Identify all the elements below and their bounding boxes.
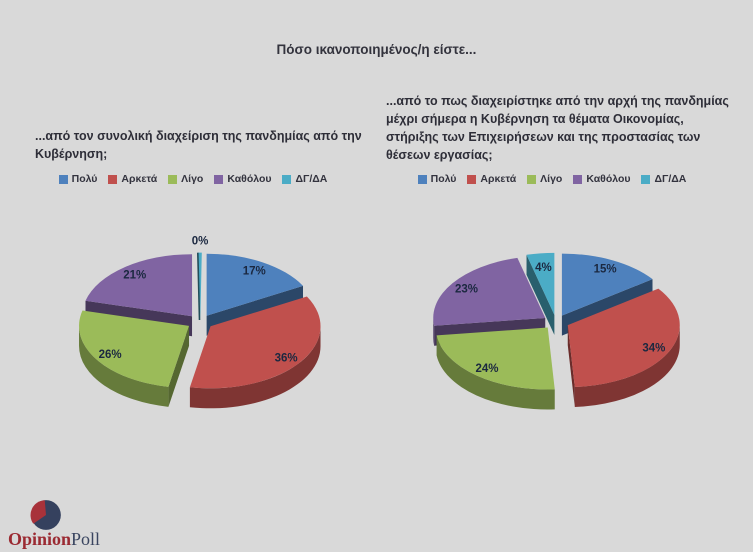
pie-slice-top bbox=[436, 327, 555, 390]
brand-name: OpinionPoll bbox=[8, 529, 101, 550]
chart-question-right: ...από το πως διαχειρίστηκε από την αρχή… bbox=[386, 94, 729, 162]
slice-label: 23% bbox=[455, 283, 478, 295]
pie-slice-top bbox=[189, 296, 321, 389]
legend-swatch bbox=[108, 174, 118, 184]
pie-slice-face bbox=[197, 252, 201, 321]
legend-label: Καθόλου bbox=[227, 173, 272, 185]
slice-label: 21% bbox=[123, 270, 146, 282]
legend-item: Αρκετά bbox=[108, 173, 157, 185]
pie-slice-wall bbox=[433, 317, 435, 346]
legend-item: Καθόλου bbox=[573, 173, 630, 185]
pie-slice bbox=[197, 252, 202, 321]
pie-slice-face bbox=[168, 325, 190, 407]
legend-swatch bbox=[282, 174, 292, 184]
legend-label: Αρκετά bbox=[480, 173, 517, 185]
slice-label: 26% bbox=[99, 349, 122, 361]
slice-label: 36% bbox=[275, 352, 298, 364]
legend-label: Καθόλου bbox=[586, 173, 631, 185]
legend-swatch bbox=[641, 174, 651, 184]
pie-chart-left: 17% 36% 26% 21% 0% bbox=[79, 236, 321, 409]
slice-label: 24% bbox=[476, 363, 499, 375]
legend-label: Αρκετά bbox=[121, 173, 158, 185]
legend-label: Πολύ bbox=[430, 173, 457, 185]
legend-label: Λίγο bbox=[181, 173, 204, 185]
legend-item: Αρκετά bbox=[467, 173, 516, 185]
legend-item: Πολύ bbox=[417, 173, 457, 185]
pie-slice-wall bbox=[436, 335, 555, 410]
legend-label: ΔΓ/ΔΑ bbox=[654, 173, 687, 185]
legend-swatch bbox=[527, 174, 537, 184]
pie-slice-top bbox=[433, 257, 546, 326]
pie-slice bbox=[189, 296, 321, 409]
legend-item: Λίγο bbox=[168, 173, 203, 185]
pie-slice-wall bbox=[79, 325, 169, 407]
legend-item: Πολύ bbox=[58, 173, 98, 185]
pie-slice-face bbox=[526, 254, 555, 335]
page-title: Πόσο ικανοποιημένος/η είστε... bbox=[276, 42, 477, 57]
pie-slice-top bbox=[85, 254, 193, 317]
slice-label: 17% bbox=[243, 265, 266, 277]
pie-slice-top bbox=[526, 252, 555, 315]
legend-item: Καθόλου bbox=[214, 173, 271, 185]
slice-label: 15% bbox=[594, 264, 617, 276]
legend-left: Πολύ Αρκετά Λίγο Καθόλου ΔΓ/ΔΑ bbox=[18, 173, 368, 185]
chart-question-left: ...από τον συνολική διαχείριση της πανδη… bbox=[35, 129, 362, 161]
pie-chart-right: 15% 34% 24% 23% 4% bbox=[433, 252, 680, 410]
legend-item: ΔΓ/ΔΑ bbox=[641, 173, 686, 185]
legend-swatch bbox=[214, 174, 224, 184]
pie-slice-face bbox=[567, 325, 575, 407]
legend-swatch bbox=[417, 174, 427, 184]
legend-item: ΔΓ/ΔΑ bbox=[282, 173, 327, 185]
legend-swatch bbox=[58, 174, 68, 184]
brand-name-primary: Opinion bbox=[8, 529, 72, 549]
pie-slice-top bbox=[567, 288, 680, 387]
pie-slice-top bbox=[79, 310, 190, 387]
pie-slice-top bbox=[206, 253, 304, 316]
pie-slice bbox=[567, 288, 680, 407]
legend-item: Λίγο bbox=[527, 173, 562, 185]
logo-pie-icon bbox=[30, 500, 61, 530]
legend-label: Λίγο bbox=[540, 173, 563, 185]
pie-slice-top bbox=[561, 253, 653, 316]
legend-right: Πολύ Αρκετά Λίγο Καθόλου ΔΓ/ΔΑ bbox=[378, 173, 726, 185]
slice-label: 34% bbox=[642, 343, 665, 355]
brand-name-secondary: Poll bbox=[71, 529, 101, 549]
slice-label: 4% bbox=[535, 262, 552, 274]
slice-label: 0% bbox=[192, 236, 209, 248]
pie-slice-wall bbox=[574, 325, 680, 407]
pie-slice bbox=[79, 310, 190, 407]
legend-swatch bbox=[573, 174, 583, 184]
pie-slice bbox=[436, 327, 555, 410]
legend-swatch bbox=[467, 174, 477, 184]
pie-slice-wall bbox=[189, 326, 321, 409]
pie-slice bbox=[526, 252, 555, 335]
legend-label: ΔΓ/ΔΑ bbox=[295, 173, 328, 185]
legend-label: Πολύ bbox=[71, 173, 98, 185]
legend-swatch bbox=[168, 174, 178, 184]
